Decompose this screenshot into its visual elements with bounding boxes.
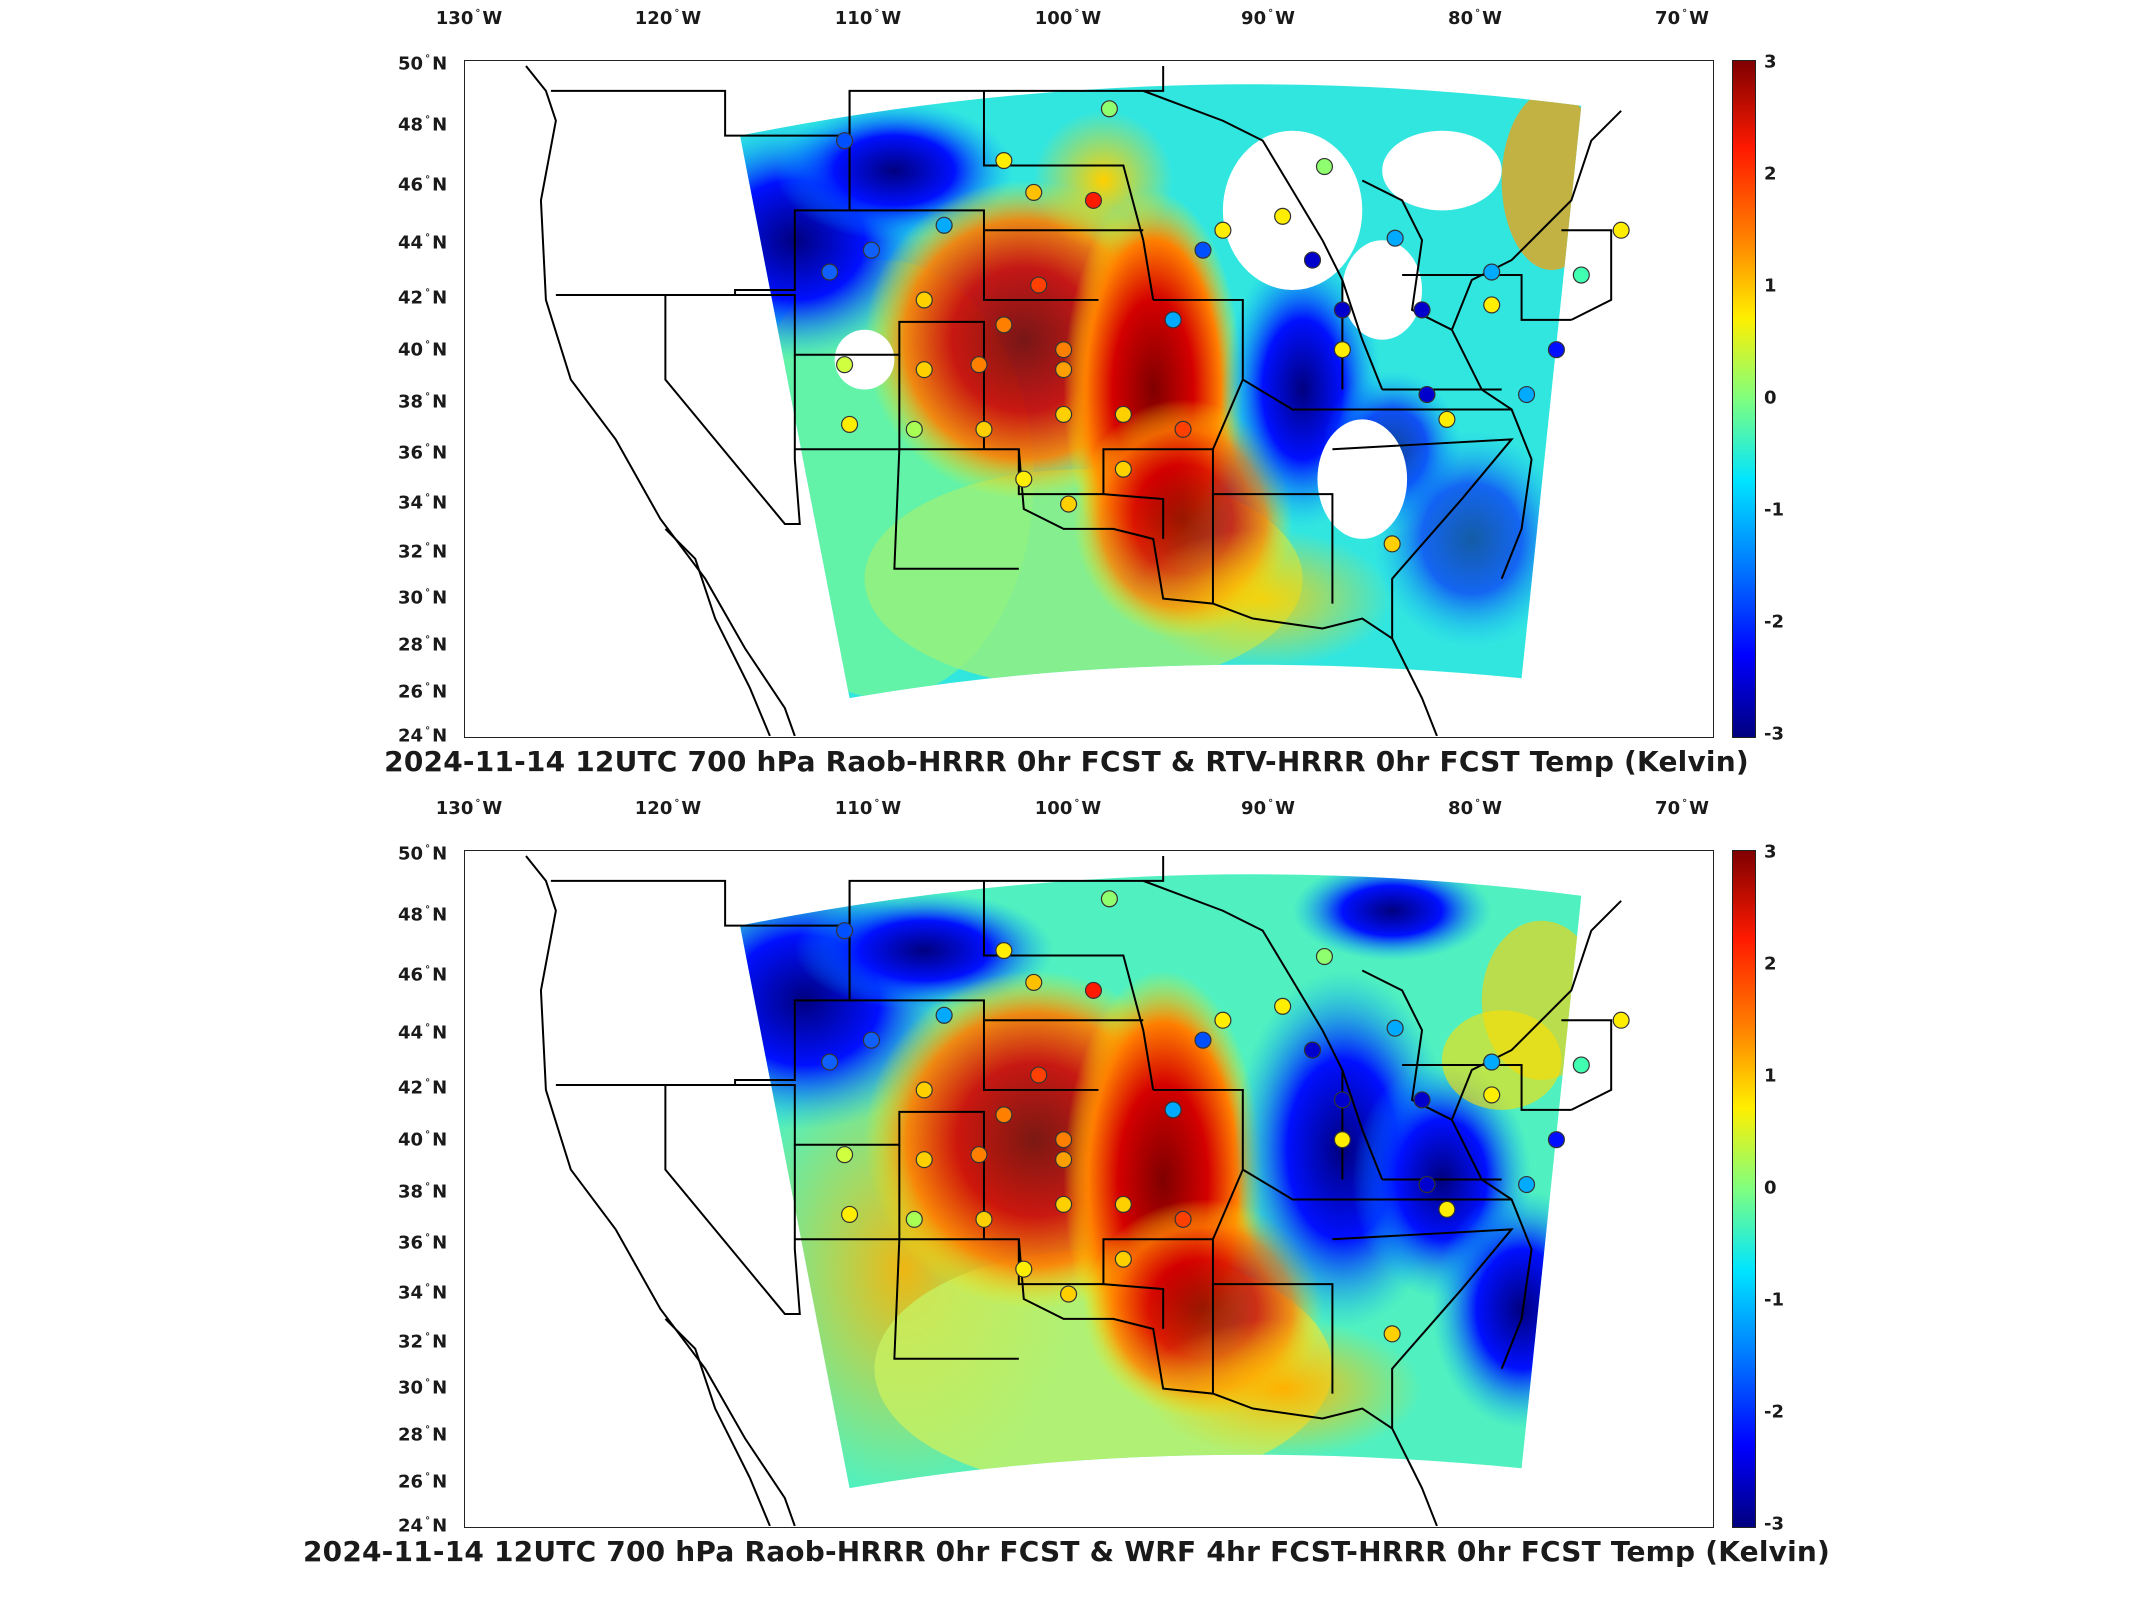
colorbar [1732,60,1756,738]
lat-tick-label: 38 ° N [398,1181,448,1203]
lon-tick-label: 100 ° W [1034,8,1102,29]
lon-tick-label: 90 ° W [1241,798,1295,819]
lat-tick-label: 30 ° N [398,587,448,609]
colorbar-tick-label: -3 [1764,723,1784,745]
colorbar [1732,850,1756,1528]
lat-tick-label: 46 ° N [398,174,448,196]
colorbar-tick-label: -2 [1764,1401,1784,1423]
lat-tick-label: 40 ° N [398,339,448,361]
lat-tick-label: 46 ° N [398,964,448,986]
lon-tick-label: 130 ° W [435,8,503,29]
lat-tick-label: 26 ° N [398,1471,448,1493]
map-frame [464,850,1714,1528]
station-markers [821,890,1630,1343]
lon-tick-label: 110 ° W [834,798,902,819]
lon-tick-label: 80 ° W [1448,798,1502,819]
lon-tick-label: 90 ° W [1241,8,1295,29]
lon-tick-label: 120 ° W [634,798,702,819]
lat-tick-label: 32 ° N [398,1331,448,1353]
lat-tick-label: 28 ° N [398,1424,448,1446]
lat-tick-label: 48 ° N [398,114,448,136]
temperature-difference-map [525,65,1630,736]
field-layer [740,874,1582,1489]
colorbar-tick-label: 1 [1764,275,1777,297]
colorbar-tick-label: 2 [1764,163,1777,185]
colorbar-tick-label: -1 [1764,1289,1784,1311]
colorbar-tick-label: -2 [1764,611,1784,633]
colorbar-tick-label: 1 [1764,1065,1777,1087]
lon-tick-label: 80 ° W [1448,8,1502,29]
lon-tick-label: 130 ° W [435,798,503,819]
geography-lines [525,65,1622,736]
lat-tick-label: 32 ° N [398,541,448,563]
colorbar-tick-label: 3 [1764,51,1777,73]
station-markers [821,100,1630,553]
lon-tick-label: 70 ° W [1655,8,1709,29]
lon-tick-label: 100 ° W [1034,798,1102,819]
lat-tick-label: 44 ° N [398,232,448,254]
map-frame [464,60,1714,738]
lat-tick-label: 24 ° N [398,725,448,747]
lat-tick-label: 38 ° N [398,391,448,413]
map-panel-top: 130 ° W 120 ° W 110 ° W 100 ° W 90 ° W 80 ° W 70 ° W 5… [384,8,1784,778]
lat-tick-label: 48 ° N [398,904,448,926]
colorbar-tick-label: 0 [1764,1177,1777,1199]
lat-tick-label: 50 ° N [398,53,448,75]
field-layer [740,84,1582,699]
lat-tick-label: 36 ° N [398,1232,448,1254]
panel-title: 2024-11-14 12UTC 700 hPa Raob-HRRR 0hr F… [302,1535,1831,1568]
colorbar-tick-label: 2 [1764,953,1777,975]
lat-tick-label: 34 ° N [398,1282,448,1304]
lat-tick-label: 40 ° N [398,1129,448,1151]
colorbar-tick-label: -3 [1764,1513,1784,1535]
colorbar-tick-label: -1 [1764,499,1784,521]
lat-tick-label: 30 ° N [398,1377,448,1399]
lat-tick-label: 24 ° N [398,1515,448,1537]
lat-tick-label: 42 ° N [398,1077,448,1099]
lat-tick-label: 50 ° N [398,843,448,865]
lat-tick-label: 42 ° N [398,287,448,309]
lat-tick-label: 36 ° N [398,442,448,464]
lat-tick-label: 44 ° N [398,1022,448,1044]
lon-tick-label: 110 ° W [834,8,902,29]
lat-tick-label: 26 ° N [398,681,448,703]
lon-tick-label: 120 ° W [634,8,702,29]
colorbar-tick-label: 3 [1764,841,1777,863]
lat-tick-label: 34 ° N [398,492,448,514]
lat-tick-label: 28 ° N [398,634,448,656]
lon-tick-label: 70 ° W [1655,798,1709,819]
panel-title: 2024-11-14 12UTC 700 hPa Raob-HRRR 0hr F… [384,745,1749,778]
temperature-difference-map [525,855,1630,1526]
colorbar-tick-label: 0 [1764,387,1777,409]
map-panel-bottom: 130 ° W 120 ° W 110 ° W 100 ° W 90 ° W 80 ° W 70 ° W 5… [0,790,2133,1600]
geography-lines [525,855,1622,1526]
